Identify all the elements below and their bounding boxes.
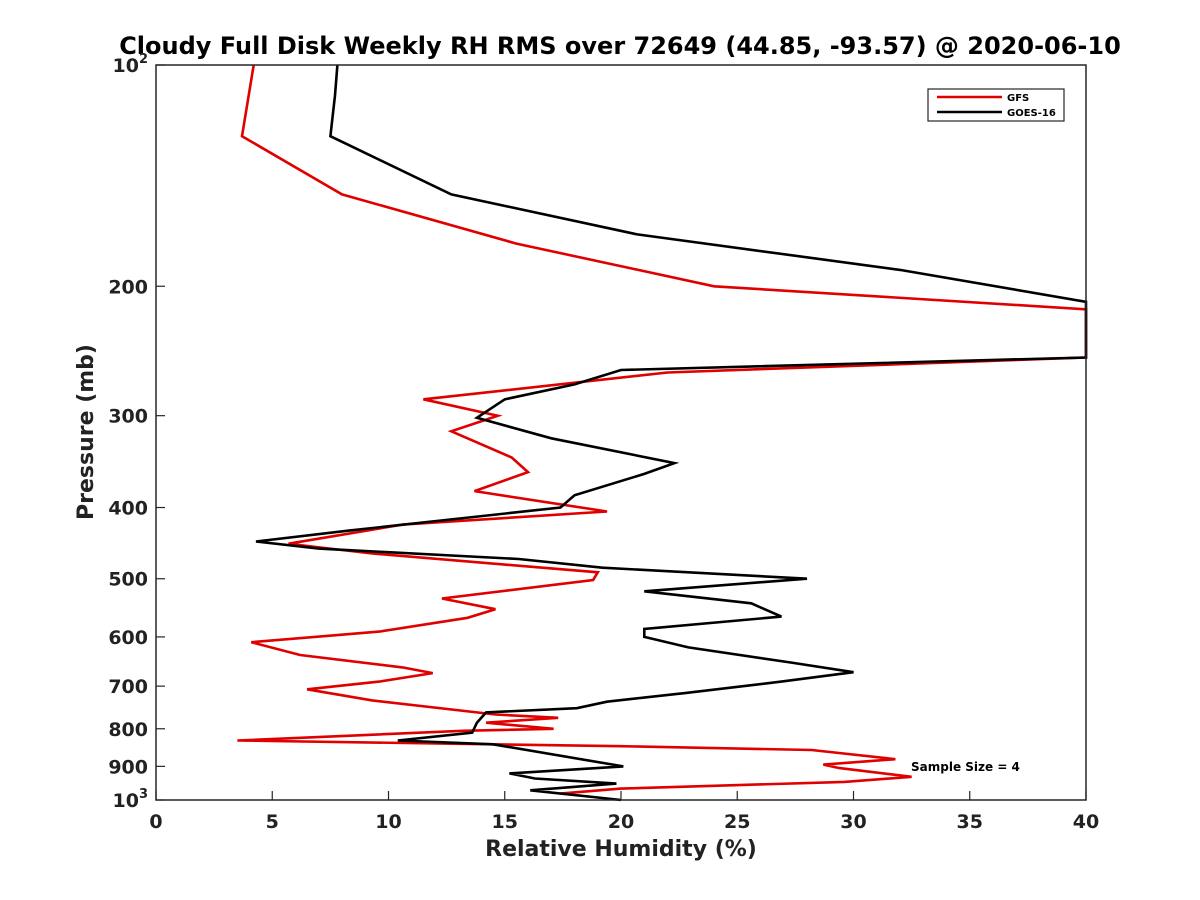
x-tick-label: 5 bbox=[266, 811, 279, 833]
y-tick-label: 800 bbox=[108, 719, 148, 741]
y-tick-label: 500 bbox=[108, 569, 148, 591]
x-tick-label: 0 bbox=[149, 811, 162, 833]
series-line-gfs bbox=[237, 64, 1088, 795]
y-tick-label: 700 bbox=[108, 676, 148, 698]
y-axis-label: Pressure (mb) bbox=[74, 344, 99, 520]
y-tick-label: 600 bbox=[108, 627, 148, 649]
legend-label-goes16: GOES-16 bbox=[1007, 108, 1056, 119]
x-tick-label: 15 bbox=[492, 811, 518, 833]
plot-lines bbox=[237, 64, 1088, 802]
y-tick-label: 200 bbox=[108, 276, 148, 298]
x-tick-label: 35 bbox=[957, 811, 983, 833]
legend: GFS GOES-16 bbox=[927, 88, 1065, 122]
y-tick-label: 300 bbox=[108, 406, 148, 428]
y-tick-label: 900 bbox=[108, 756, 148, 778]
y-tick-label: 103 bbox=[113, 787, 149, 812]
x-tick-label: 20 bbox=[608, 811, 634, 833]
y-axis-ticks: 102 200 300 400 500 600 700 800 900 103 bbox=[108, 52, 165, 812]
legend-label-gfs: GFS bbox=[1007, 93, 1029, 104]
series-line-goes16 bbox=[255, 64, 1088, 802]
y-tick-label: 400 bbox=[108, 498, 148, 520]
chart-title: Cloudy Full Disk Weekly RH RMS over 7264… bbox=[119, 32, 1121, 60]
x-tick-label: 40 bbox=[1073, 811, 1099, 833]
x-tick-label: 10 bbox=[375, 811, 401, 833]
y-tick-label: 102 bbox=[113, 52, 149, 77]
x-tick-label: 30 bbox=[840, 811, 866, 833]
x-axis-label: Relative Humidity (%) bbox=[485, 837, 757, 862]
legend-box bbox=[927, 88, 1065, 122]
x-axis-ticks: 0 5 10 15 20 25 30 35 40 bbox=[149, 791, 1099, 833]
sample-size-annotation: Sample Size = 4 bbox=[911, 760, 1020, 774]
x-tick-label: 25 bbox=[724, 811, 750, 833]
